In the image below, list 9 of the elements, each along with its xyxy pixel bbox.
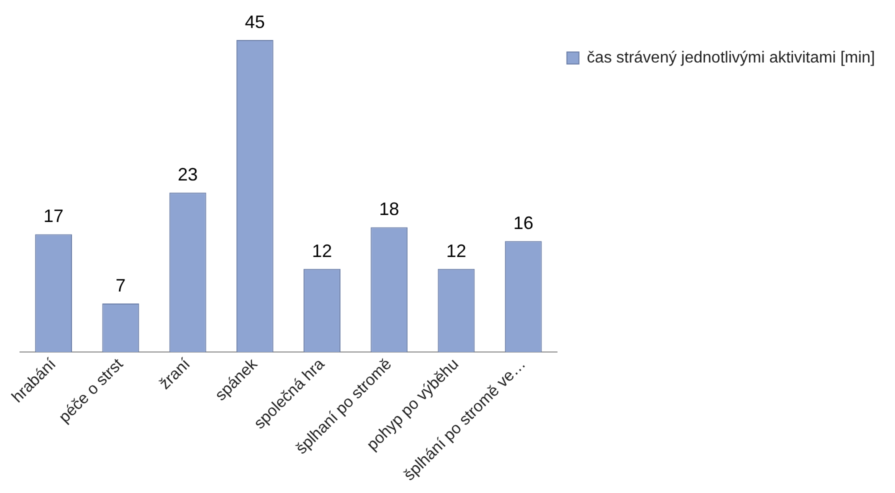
data-label: 7 xyxy=(116,276,126,296)
data-label: 12 xyxy=(312,240,332,261)
data-label: 23 xyxy=(178,164,198,185)
data-label: 45 xyxy=(244,12,265,32)
legend-label: čas strávený jednotlivými aktivitami [min] xyxy=(586,49,876,66)
data-label: 16 xyxy=(513,213,534,234)
data-label: 17 xyxy=(44,206,64,226)
data-label: 18 xyxy=(379,199,400,220)
data-label: 12 xyxy=(446,240,466,261)
